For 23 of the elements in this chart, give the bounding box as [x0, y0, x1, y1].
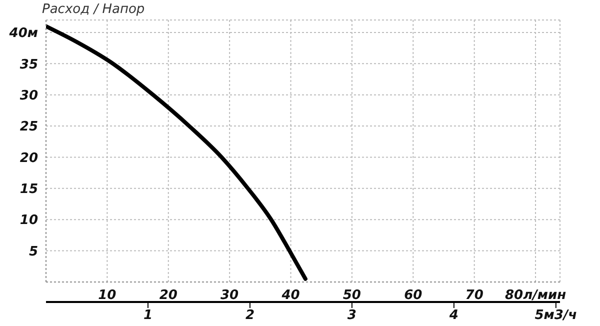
x-tick-label: 60 [404, 288, 422, 304]
x-tick-label: 20 [159, 288, 178, 304]
y-tick-label: 5 [28, 244, 38, 260]
x-tick-label: 80л/мин [504, 288, 566, 304]
x-tick-label: 30 [220, 288, 239, 304]
line-series [46, 24, 308, 281]
y-tick-label: 15 [20, 182, 38, 198]
y-tick-label: 30 [20, 88, 38, 104]
x-tick-label: 50 [342, 288, 361, 304]
chart-title: Расход / Напор [42, 2, 145, 17]
x2-tick-label: 4 [448, 308, 458, 324]
x2-tick-label: 2 [245, 308, 254, 324]
x-tick-label: 10 [98, 288, 116, 304]
y-tick-label: 40м [8, 26, 38, 42]
x-tick-label: 70 [465, 288, 484, 304]
y-tick-label: 20 [20, 150, 38, 166]
x2-tick-label: 3 [347, 308, 356, 324]
y-tick-label: 25 [20, 120, 38, 135]
x-tick-label: 40 [280, 288, 300, 304]
y-tick-label: 10 [20, 213, 38, 228]
x2-tick-label: 5м3/ч [534, 308, 578, 324]
y-tick-label: 35 [20, 57, 38, 72]
x2-tick-label: 1 [143, 308, 153, 324]
